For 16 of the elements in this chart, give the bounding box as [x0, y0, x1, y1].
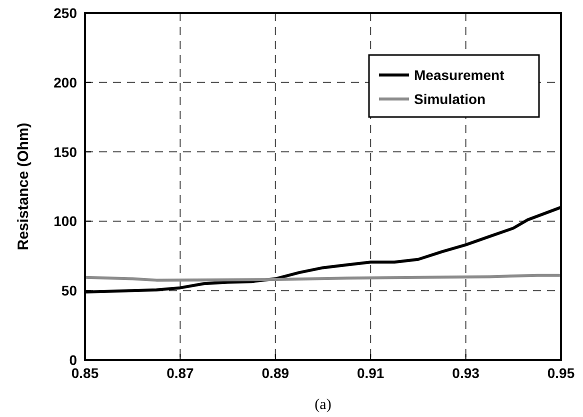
text: (a) — [314, 397, 332, 413]
y-tick-label: 200 — [54, 74, 78, 90]
x-tick-label: 0.93 — [452, 365, 480, 381]
y-axis-title: Resistance (Ohm) — [15, 122, 32, 250]
x-tick-label: 0.87 — [166, 365, 194, 381]
y-tick-label: 100 — [54, 213, 78, 230]
legend-label: Measurement — [414, 67, 505, 83]
x-tick-label: 0.89 — [262, 365, 290, 381]
x-tick-label: 0.91 — [356, 365, 384, 381]
y-tick-label: 0 — [69, 352, 78, 368]
y-tick-label: 150 — [54, 144, 78, 160]
y-tick-label: 50 — [61, 282, 78, 299]
y-tick-label: 250 — [54, 5, 78, 21]
x-tick-label: 0.95 — [547, 365, 575, 381]
x-tick-label: 0.85 — [71, 365, 99, 381]
legend-label: Simulation — [414, 91, 486, 107]
